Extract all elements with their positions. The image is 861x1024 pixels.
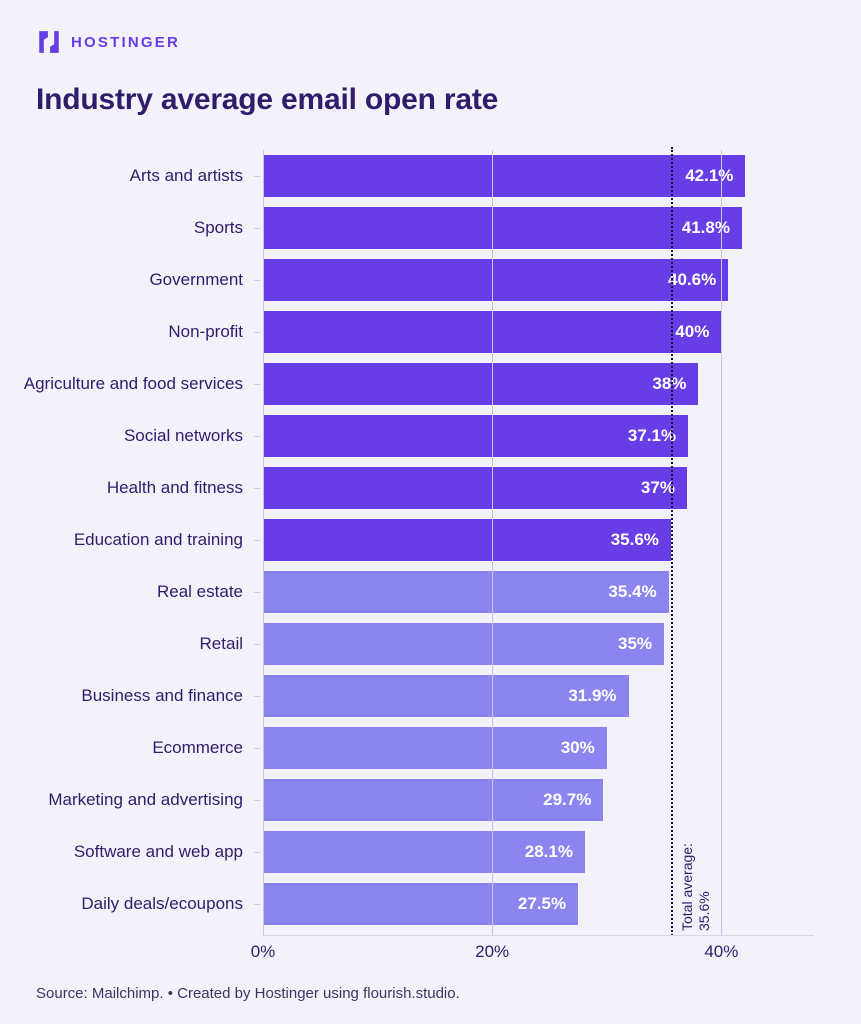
bar: 38% (263, 363, 699, 405)
bar: 41.8% (263, 207, 742, 249)
bar-value-label: 28.1% (524, 842, 573, 861)
bar: 40.6% (263, 259, 729, 301)
category-label: Business and finance (81, 686, 243, 706)
bar-value-label: 37% (640, 478, 675, 497)
bar-track: 28.1% (254, 831, 813, 873)
chart-row: Non-profit 40% (0, 306, 813, 358)
bar-track: 40% (254, 311, 813, 353)
category-label: Marketing and advertising (48, 790, 243, 810)
chart-row: Education and training 35.6% (0, 514, 813, 566)
bar-value-label: 42.1% (685, 166, 734, 185)
bar: 27.5% (263, 883, 579, 925)
bar-track: 38% (254, 363, 813, 405)
chart-row: Sports 41.8% (0, 202, 813, 254)
chart-row: Ecommerce 30% (0, 722, 813, 774)
category-label: Health and fitness (106, 478, 243, 498)
bar-value-label: 40.6% (668, 270, 717, 289)
chart-row: Daily deals/ecoupons 27.5% (0, 878, 813, 930)
category-label: Retail (199, 634, 243, 654)
category-label: Daily deals/ecoupons (81, 894, 243, 914)
bar-track: 27.5% (254, 883, 813, 925)
bar-value-label: 29.7% (543, 790, 592, 809)
category-label: Education and training (73, 530, 243, 550)
bar: 35.6% (263, 519, 671, 561)
bar: 40% (263, 311, 722, 353)
bar-track: 42.1% (254, 155, 813, 197)
bar-track: 35.4% (254, 571, 813, 613)
chart-row: Arts and artists 42.1% (0, 150, 813, 202)
bar: 28.1% (263, 831, 585, 873)
chart-row: Business and finance 31.9% (0, 670, 813, 722)
average-annotation: Total average: 35.6% (679, 843, 713, 931)
bar: 31.9% (263, 675, 629, 717)
bar-value-label: 38% (652, 374, 687, 393)
hostinger-brand-text: HOSTINGER (71, 33, 180, 51)
bar-value-label: 35.4% (608, 582, 657, 601)
chart-row: Software and web app 28.1% (0, 826, 813, 878)
chart-row: Real estate 35.4% (0, 566, 813, 618)
category-label: Ecommerce (152, 738, 243, 758)
bar: 30% (263, 727, 607, 769)
chart-row: Marketing and advertising 29.7% (0, 774, 813, 826)
category-label: Non-profit (168, 322, 243, 342)
category-label: Agriculture and food services (23, 374, 243, 394)
bar-value-label: 40% (675, 322, 710, 341)
bar-value-label: 37.1% (627, 426, 677, 445)
chart-row: Retail 35% (0, 618, 813, 670)
hostinger-logo-icon (39, 31, 59, 53)
x-axis-tick-label: 20% (475, 942, 510, 961)
category-label: Government (149, 270, 243, 290)
bar-track: 37.1% (254, 415, 813, 457)
bar-chart: Arts and artists 42.1% Sports 41.8% Governme… (0, 147, 861, 990)
bar-value-label: 31.9% (568, 686, 617, 705)
bar: 29.7% (263, 779, 604, 821)
bar-track: 37% (254, 467, 813, 509)
chart-row: Agriculture and food services 38% (0, 358, 813, 410)
bar-track: 40.6% (254, 259, 813, 301)
x-axis-line (263, 935, 814, 936)
chart-row: Government 40.6% (0, 254, 813, 306)
bar-track: 30% (254, 727, 813, 769)
bar: 42.1% (263, 155, 746, 197)
bar-track: 35% (254, 623, 813, 665)
bar: 35% (263, 623, 665, 665)
hostinger-logo: HOSTINGER (36, 29, 180, 55)
bar-value-label: 27.5% (517, 894, 567, 913)
bar-value-label: 30% (560, 738, 595, 757)
plot-rows: Arts and artists 42.1% Sports 41.8% Governme… (0, 150, 813, 930)
bar-track: 41.8% (254, 207, 813, 249)
bar-value-label: 41.8% (681, 218, 730, 237)
category-label: Real estate (157, 582, 243, 602)
bar: 37% (263, 467, 687, 509)
bar-track: 29.7% (254, 779, 813, 821)
bar-track: 35.6% (254, 519, 813, 561)
bar: 37.1% (263, 415, 689, 457)
chart-title: Industry average email open rate (36, 83, 499, 116)
x-axis-tick-label: 0% (250, 942, 276, 961)
bar-value-label: 35% (618, 634, 653, 653)
chart-row: Health and fitness 37% (0, 462, 813, 514)
average-annotation-line1: Total average: (678, 843, 695, 931)
category-label: Sports (193, 218, 243, 238)
chart-row: Social networks 37.1% (0, 410, 813, 462)
x-axis-tick-label: 40% (704, 942, 739, 961)
category-label: Social networks (123, 426, 243, 446)
average-annotation-line2: 35.6% (695, 891, 712, 931)
bar: 35.4% (263, 571, 669, 613)
bar-value-label: 35.6% (610, 530, 659, 549)
source-note: Source: Mailchimp. • Created by Hostinge… (36, 985, 460, 1002)
bar-track: 31.9% (254, 675, 813, 717)
category-label: Arts and artists (129, 166, 243, 186)
category-label: Software and web app (73, 842, 243, 862)
